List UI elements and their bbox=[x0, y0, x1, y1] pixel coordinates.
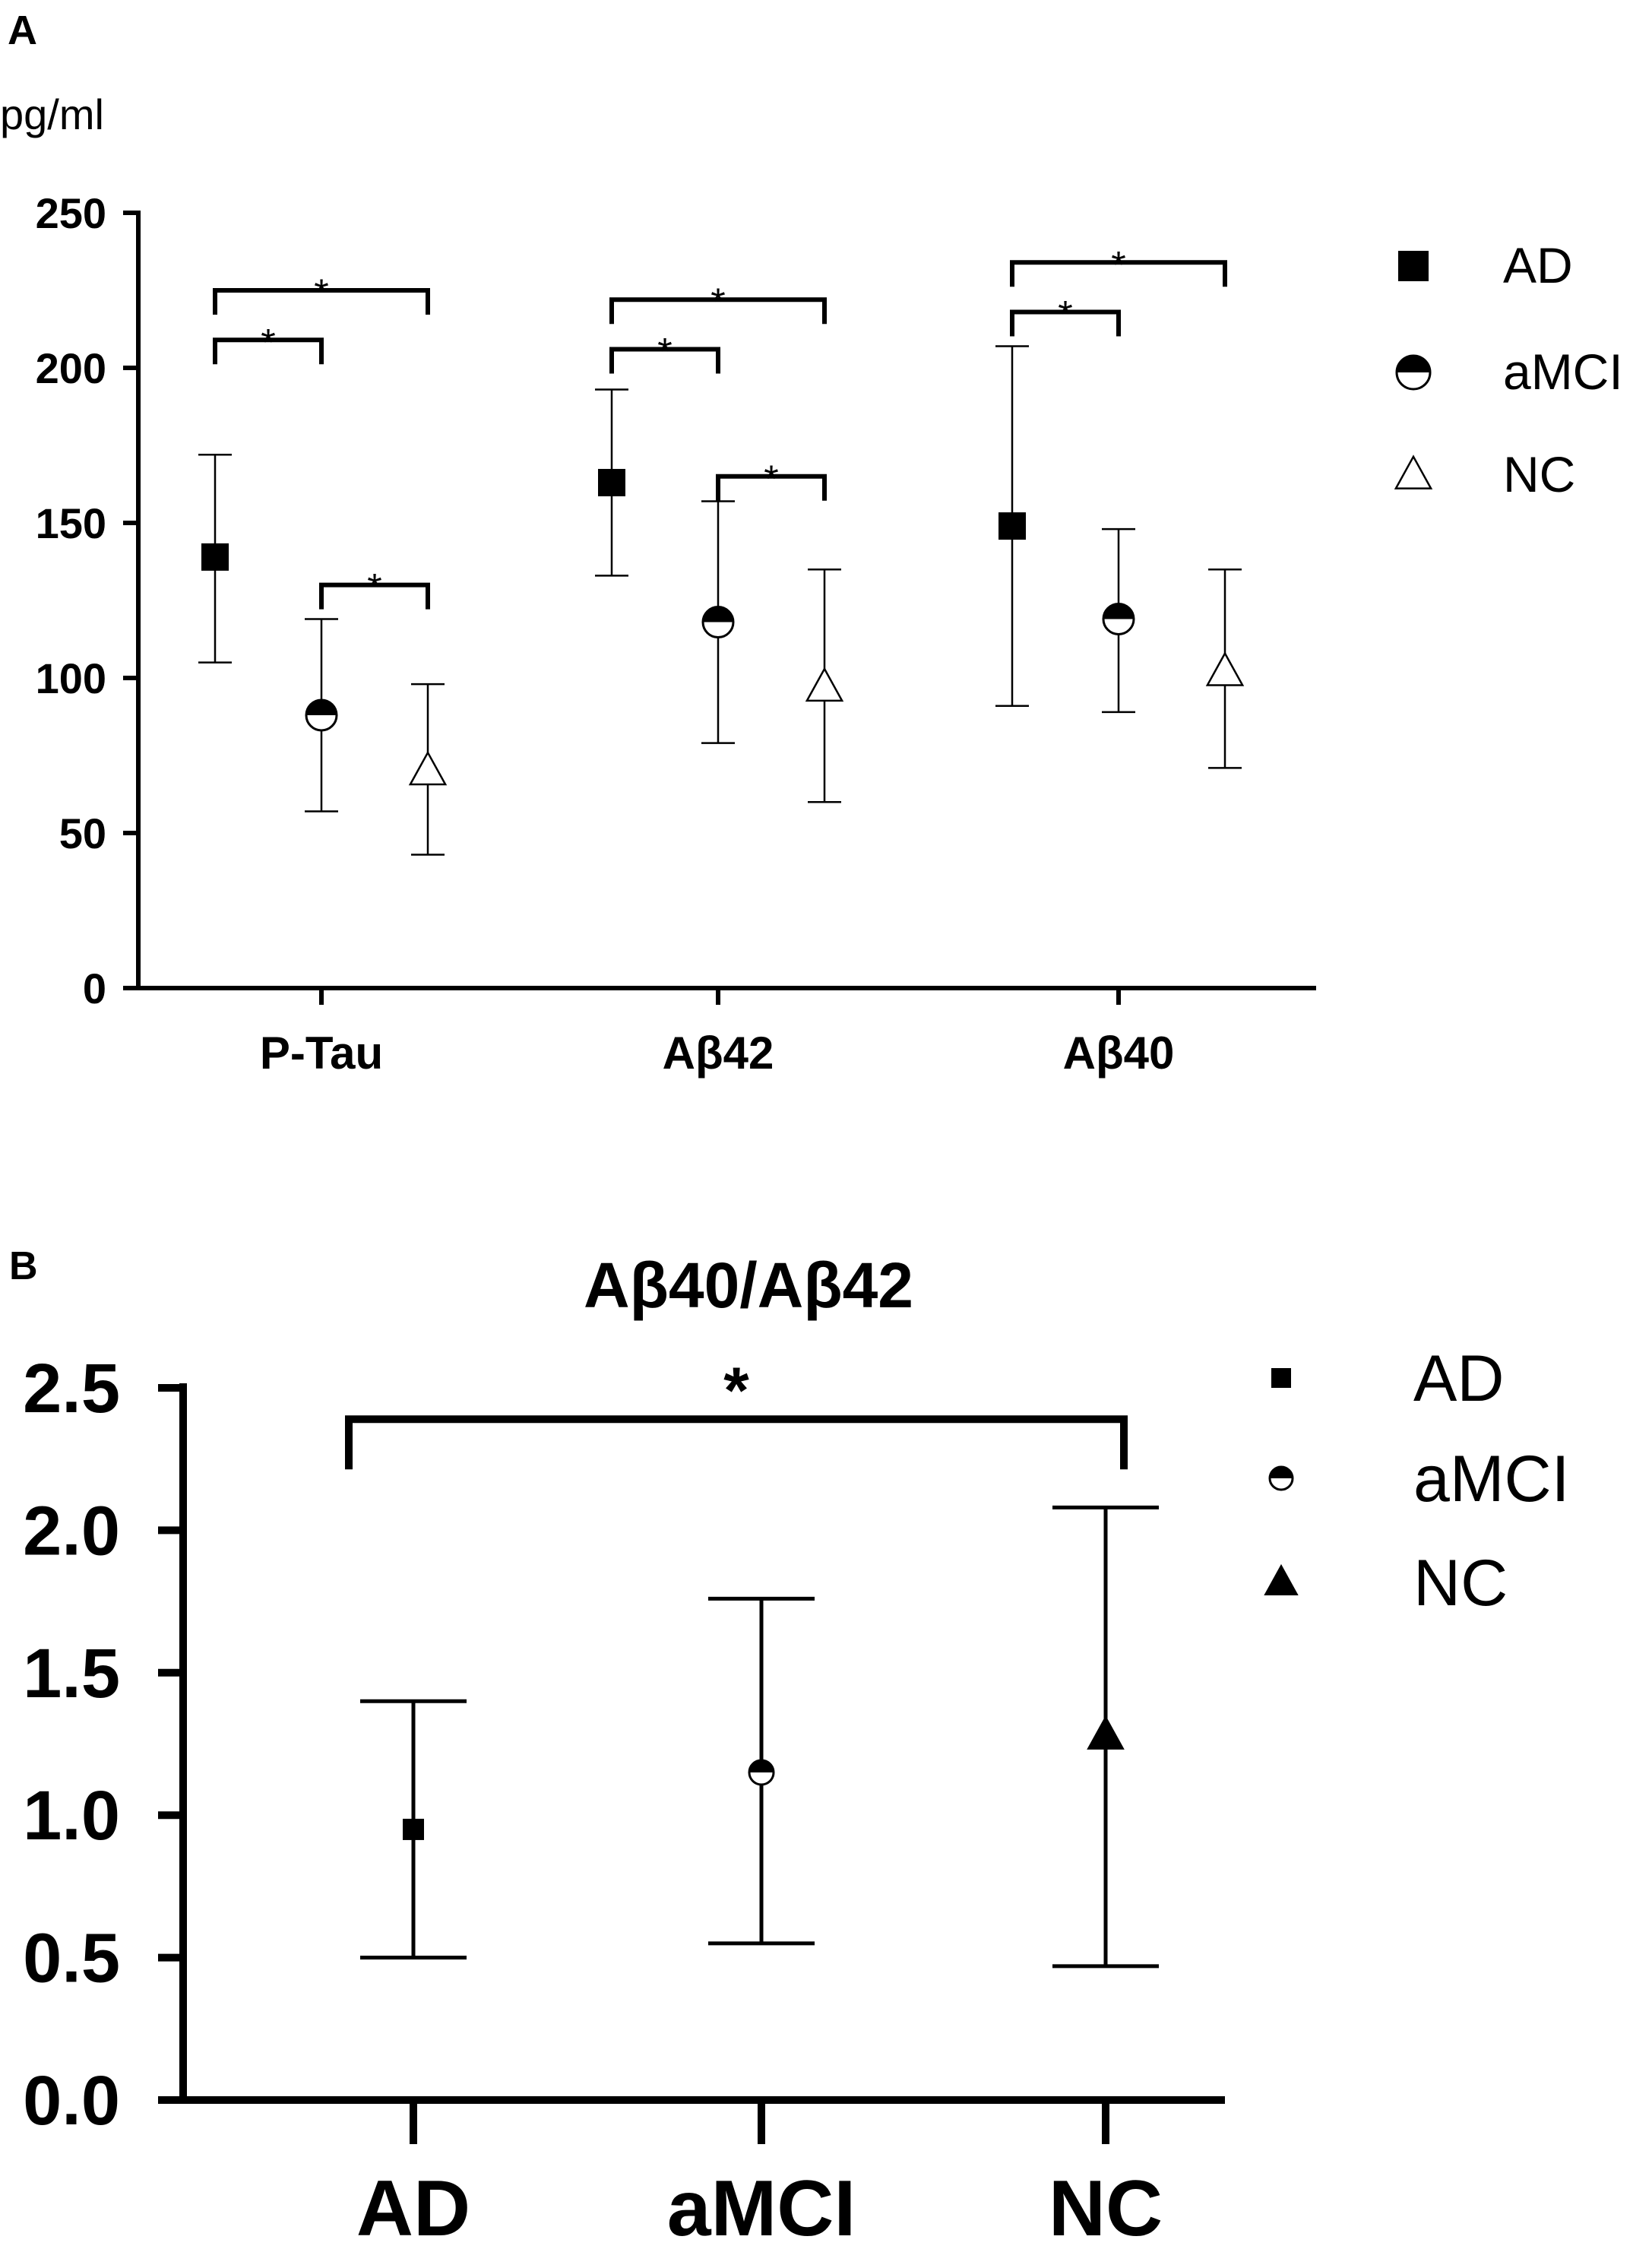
y-tick-label: 100 bbox=[36, 654, 106, 702]
legend-marker bbox=[1398, 251, 1429, 281]
data-point-shape bbox=[1087, 1715, 1125, 1750]
legend-label: AD bbox=[1503, 237, 1573, 293]
data-point-fill bbox=[306, 699, 337, 715]
significance-bracket bbox=[1010, 309, 1121, 337]
x-tick-label: NC bbox=[1049, 2165, 1163, 2245]
legend-label: NC bbox=[1413, 1547, 1508, 1620]
data-point bbox=[1205, 651, 1245, 686]
data-point bbox=[598, 468, 625, 496]
data-point-shape bbox=[408, 750, 448, 786]
data-point-shape bbox=[598, 468, 625, 496]
legend-marker bbox=[1264, 1563, 1299, 1595]
data-point bbox=[201, 543, 229, 571]
data-point-shape bbox=[1205, 651, 1245, 686]
significance-star: * bbox=[1058, 293, 1072, 336]
panel-b-title: Aβ40/Aβ42 bbox=[584, 1250, 913, 1321]
data-point bbox=[403, 1818, 424, 1840]
significance-bracket bbox=[1010, 260, 1227, 287]
data-point-fill bbox=[703, 607, 733, 622]
legend-marker-shape bbox=[1394, 455, 1433, 489]
data-point bbox=[305, 698, 338, 732]
significance-bracket bbox=[609, 347, 720, 374]
panel-b-label: B bbox=[9, 1244, 38, 1288]
significance-bracket bbox=[213, 337, 324, 365]
significance-star: * bbox=[1111, 243, 1125, 286]
x-tick-label: AD bbox=[356, 2165, 470, 2245]
legend-label: aMCI bbox=[1413, 1443, 1569, 1516]
x-tick-label: Aβ42 bbox=[663, 1028, 774, 1079]
significance-star: * bbox=[764, 458, 778, 500]
legend-label: NC bbox=[1503, 446, 1575, 502]
significance-star: * bbox=[710, 280, 725, 323]
data-point bbox=[701, 606, 735, 639]
y-tick-label: 0.0 bbox=[23, 2062, 120, 2140]
legend: AD aMCI NC bbox=[1264, 1342, 1569, 1620]
significance-bracket bbox=[213, 288, 430, 315]
panel-a-chart: 0 50 100 150 200 250 P-Tau Aβ42 Aβ40 * * * * * * * * AD aM… bbox=[36, 189, 1623, 1079]
significance-star: * bbox=[367, 566, 381, 609]
legend-label: aMCI bbox=[1503, 344, 1623, 400]
y-tick-label: 150 bbox=[36, 499, 106, 547]
significance-bracket bbox=[345, 1415, 1128, 1470]
legend-marker-fill bbox=[1397, 356, 1430, 372]
panel-b-chart: 0.0 0.5 1.0 1.5 2.0 2.5 AD aMCI NC * AD aMCI NC bbox=[23, 1342, 1569, 2249]
significance-bracket bbox=[716, 474, 827, 501]
significance-bracket bbox=[609, 297, 827, 325]
legend-marker-fill bbox=[1270, 1467, 1293, 1478]
y-tick-label: 0 bbox=[83, 965, 106, 1012]
y-tick-label: 1.5 bbox=[23, 1635, 120, 1712]
data-point-shape bbox=[805, 667, 844, 702]
y-tick-label: 2.5 bbox=[23, 1350, 120, 1427]
data-point bbox=[1087, 1715, 1125, 1750]
legend-marker bbox=[1394, 455, 1433, 489]
y-tick-label: 1.0 bbox=[23, 1777, 120, 1855]
legend-marker bbox=[1268, 1465, 1294, 1491]
legend-label: AD bbox=[1413, 1342, 1504, 1415]
x-tick-label: P-Tau bbox=[260, 1028, 383, 1079]
significance-star: * bbox=[723, 1354, 749, 1427]
y-tick-label: 50 bbox=[59, 809, 106, 857]
data-point-shape bbox=[998, 512, 1026, 540]
significance-star: * bbox=[261, 321, 275, 363]
panel-a-label: A bbox=[8, 8, 37, 53]
y-tick-label: 0.5 bbox=[23, 1920, 120, 1997]
panel-a-unit-label: pg/ml bbox=[0, 90, 104, 138]
significance-star: * bbox=[657, 331, 672, 373]
legend-marker-shape bbox=[1398, 251, 1429, 281]
y-tick-label: 200 bbox=[36, 344, 106, 392]
legend-marker-shape bbox=[1264, 1563, 1299, 1595]
data-point-fill bbox=[1103, 603, 1134, 619]
data-point bbox=[1102, 602, 1135, 635]
y-tick-label: 2.0 bbox=[23, 1492, 120, 1570]
x-tick-label: aMCI bbox=[667, 2165, 856, 2245]
legend-marker bbox=[1271, 1368, 1291, 1388]
data-point-shape bbox=[403, 1818, 424, 1840]
data-point bbox=[408, 750, 448, 786]
data-point bbox=[805, 667, 844, 702]
legend: AD aMCI NC bbox=[1394, 237, 1623, 502]
legend-marker bbox=[1395, 354, 1432, 391]
y-tick-label: 250 bbox=[36, 189, 106, 237]
significance-star: * bbox=[314, 271, 328, 314]
data-point-fill bbox=[749, 1760, 774, 1772]
data-point bbox=[998, 512, 1026, 540]
data-point-shape bbox=[201, 543, 229, 571]
significance-bracket bbox=[319, 582, 430, 610]
legend-marker-shape bbox=[1271, 1368, 1291, 1388]
data-point bbox=[748, 1759, 775, 1786]
x-tick-label: Aβ40 bbox=[1063, 1028, 1175, 1079]
